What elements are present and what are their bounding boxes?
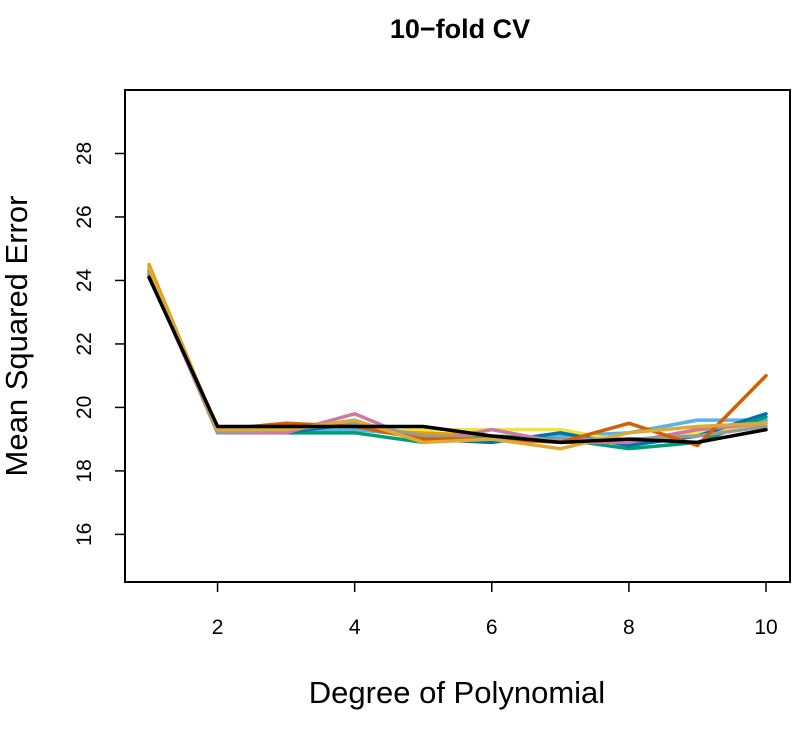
series-line-7 xyxy=(147,269,768,441)
x-axis-label: Degree of Polynomial xyxy=(309,675,605,710)
chart-title: 10−fold CV xyxy=(390,14,530,44)
series-line-2 xyxy=(147,269,768,441)
x-tick-label: 8 xyxy=(623,616,635,639)
x-axis: 2 4 6 8 10 xyxy=(212,581,778,639)
series-group xyxy=(147,262,768,451)
x-tick-label: 6 xyxy=(486,616,498,639)
y-tick-label: 20 xyxy=(73,396,96,419)
y-axis-label: Mean Squared Error xyxy=(0,196,34,477)
series-line-8 xyxy=(147,266,768,448)
y-tick-label: 28 xyxy=(73,142,96,165)
y-tick-label: 24 xyxy=(73,268,96,292)
series-line-9 xyxy=(147,266,768,451)
series-line-3 xyxy=(147,272,768,451)
series-line-6 xyxy=(147,272,768,445)
plot-frame xyxy=(124,89,791,583)
series-line-4 xyxy=(147,266,768,445)
y-tick-label: 22 xyxy=(73,332,96,355)
x-tick-label: 2 xyxy=(212,616,224,639)
series-line-10 xyxy=(147,275,768,445)
series-line-1 xyxy=(147,262,768,445)
y-tick-label: 26 xyxy=(73,205,96,228)
y-tick-label: 16 xyxy=(73,523,96,546)
y-axis: 16 18 20 22 24 26 28 xyxy=(73,142,126,546)
series-line-5 xyxy=(147,269,768,448)
x-tick-label: 4 xyxy=(349,616,361,639)
x-tick-label: 10 xyxy=(754,616,777,639)
y-tick-label: 18 xyxy=(73,459,96,482)
